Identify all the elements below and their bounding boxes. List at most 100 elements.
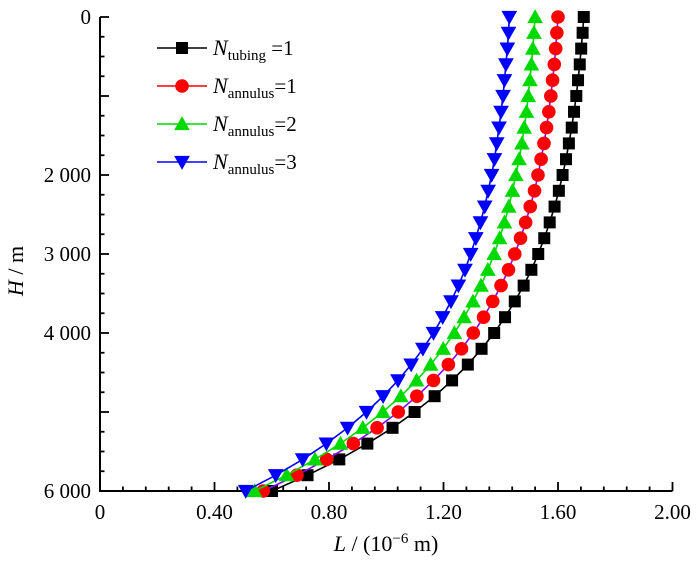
data-point-annulus-3 bbox=[472, 216, 489, 231]
data-point-annulus-2 bbox=[456, 309, 472, 324]
data-point-tubing-1 bbox=[361, 437, 374, 450]
data-point-annulus-2 bbox=[527, 9, 543, 24]
data-point-annulus-3 bbox=[495, 89, 511, 104]
data-point-annulus-3 bbox=[358, 405, 375, 420]
data-point-annulus-2 bbox=[374, 404, 391, 419]
y-tick-label: 6 000 bbox=[44, 479, 91, 503]
legend-label-annulus-3: Nannulus=3 bbox=[212, 149, 297, 178]
data-point-tubing-1 bbox=[573, 58, 586, 71]
data-point-tubing-1 bbox=[562, 137, 575, 150]
data-point-annulus-3 bbox=[480, 184, 497, 199]
data-point-tubing-1 bbox=[508, 295, 521, 308]
legend-label-annulus-2: Nannulus=2 bbox=[212, 111, 297, 140]
data-point-annulus-1 bbox=[507, 247, 522, 261]
data-point-annulus-1 bbox=[523, 199, 538, 214]
data-point-annulus-3 bbox=[390, 374, 406, 389]
legend-item-annulus-2: Nannulus=2 bbox=[157, 111, 297, 140]
data-point-annulus-2 bbox=[473, 277, 489, 292]
data-point-annulus-2 bbox=[518, 103, 535, 118]
data-point-annulus-3 bbox=[476, 200, 493, 215]
data-point-annulus-3 bbox=[488, 137, 505, 152]
legend-item-tubing-1: Ntubing =1 bbox=[157, 35, 294, 64]
data-point-tubing-1 bbox=[556, 169, 569, 181]
data-point-annulus-1 bbox=[485, 294, 500, 309]
data-point-annulus-2 bbox=[491, 230, 508, 245]
data-point-annulus-3 bbox=[467, 232, 484, 247]
data-point-tubing-1 bbox=[525, 263, 538, 276]
y-tick-label: 3 000 bbox=[44, 242, 91, 266]
x-tick-label: 1.20 bbox=[425, 500, 462, 524]
x-tick-label: 1.60 bbox=[540, 500, 577, 524]
legend-marker-annulus-1 bbox=[175, 79, 189, 93]
data-point-tubing-1 bbox=[517, 279, 530, 292]
data-point-annulus-3 bbox=[483, 168, 500, 183]
data-point-annulus-1 bbox=[527, 184, 542, 198]
y-tick-label: 2 000 bbox=[44, 163, 91, 187]
series-annulus-1 bbox=[256, 10, 565, 498]
data-point-annulus-3 bbox=[498, 58, 514, 73]
data-point-annulus-3 bbox=[415, 342, 431, 357]
data-point-annulus-1 bbox=[426, 373, 441, 388]
data-point-tubing-1 bbox=[565, 121, 578, 134]
data-point-tubing-1 bbox=[568, 105, 581, 118]
data-point-tubing-1 bbox=[446, 374, 459, 387]
data-point-annulus-1 bbox=[346, 436, 361, 451]
data-point-annulus-3 bbox=[267, 469, 284, 484]
data-point-annulus-3 bbox=[462, 247, 479, 262]
data-point-annulus-1 bbox=[476, 310, 491, 325]
data-point-annulus-2 bbox=[246, 483, 263, 498]
legend-item-annulus-1: Nannulus=1 bbox=[157, 73, 297, 102]
x-axis-variable: L bbox=[333, 531, 346, 556]
data-point-annulus-2 bbox=[465, 293, 481, 308]
data-point-annulus-2 bbox=[523, 56, 540, 71]
data-point-annulus-1 bbox=[513, 231, 528, 245]
legend-marker-annulus-3 bbox=[174, 155, 190, 170]
data-point-annulus-1 bbox=[545, 73, 560, 87]
data-point-tubing-1 bbox=[552, 184, 565, 197]
data-point-tubing-1 bbox=[548, 200, 561, 213]
data-point-annulus-1 bbox=[441, 357, 456, 372]
data-point-annulus-2 bbox=[520, 88, 537, 103]
data-point-annulus-3 bbox=[486, 153, 503, 168]
data-point-tubing-1 bbox=[560, 153, 573, 166]
data-point-tubing-1 bbox=[538, 232, 551, 245]
data-point-annulus-2 bbox=[435, 340, 452, 355]
data-point-annulus-3 bbox=[450, 279, 467, 294]
series-annulus-2 bbox=[246, 9, 543, 498]
data-point-annulus-3 bbox=[425, 326, 442, 341]
legend-marker-tubing-1 bbox=[176, 42, 188, 54]
series-tubing-1 bbox=[266, 11, 590, 497]
data-point-annulus-1 bbox=[370, 421, 384, 435]
data-point-annulus-3 bbox=[318, 437, 335, 452]
exponent: −6 bbox=[392, 531, 408, 547]
data-point-annulus-2 bbox=[354, 419, 371, 434]
data-point-annulus-1 bbox=[391, 405, 406, 419]
data-point-tubing-1 bbox=[575, 42, 588, 55]
data-point-annulus-1 bbox=[531, 168, 545, 182]
x-axis-title: L / (10−6 m) bbox=[333, 531, 439, 556]
data-point-annulus-1 bbox=[539, 120, 554, 135]
data-point-annulus-1 bbox=[551, 10, 565, 24]
data-point-annulus-3 bbox=[499, 42, 516, 57]
data-point-annulus-1 bbox=[466, 326, 481, 340]
data-point-annulus-3 bbox=[434, 311, 451, 326]
data-point-annulus-2 bbox=[480, 261, 496, 276]
data-point-annulus-2 bbox=[514, 135, 530, 150]
data-point-annulus-1 bbox=[501, 263, 516, 277]
data-point-tubing-1 bbox=[408, 406, 421, 418]
data-point-annulus-1 bbox=[548, 41, 563, 56]
data-point-annulus-1 bbox=[537, 136, 551, 151]
data-point-tubing-1 bbox=[488, 327, 501, 339]
data-point-annulus-2 bbox=[500, 198, 517, 213]
data-point-annulus-2 bbox=[524, 40, 541, 55]
data-point-tubing-1 bbox=[532, 248, 545, 260]
data-point-annulus-2 bbox=[446, 325, 463, 340]
data-point-annulus-3 bbox=[375, 390, 391, 405]
data-point-tubing-1 bbox=[461, 358, 474, 371]
data-point-annulus-1 bbox=[534, 152, 548, 166]
data-point-annulus-2 bbox=[508, 167, 524, 182]
data-point-tubing-1 bbox=[576, 26, 589, 39]
data-point-annulus-2 bbox=[511, 151, 527, 166]
legend-item-annulus-3: Nannulus=3 bbox=[157, 149, 297, 178]
